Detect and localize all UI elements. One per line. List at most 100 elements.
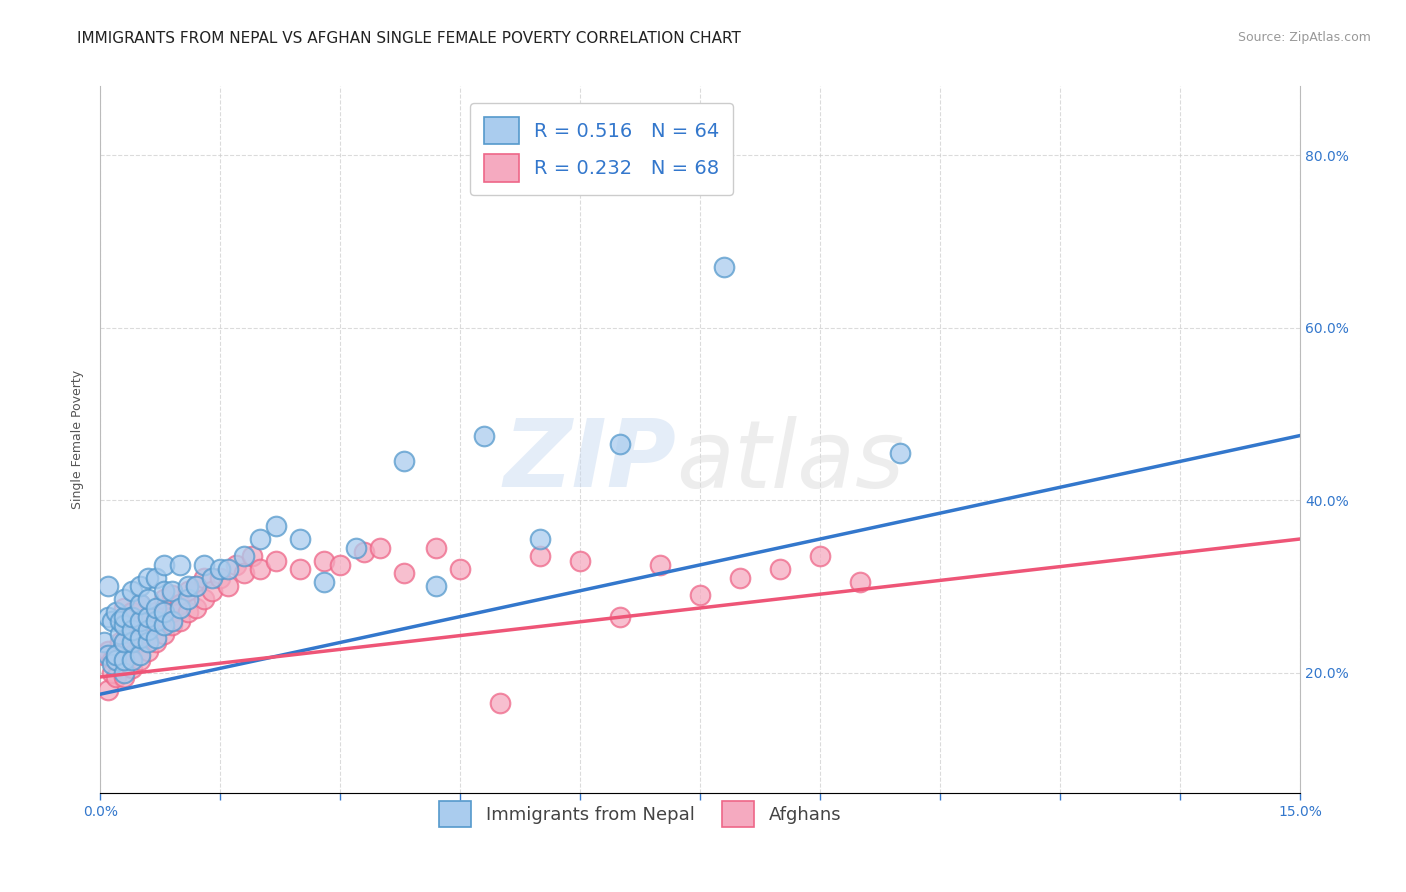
Point	[160, 605, 183, 619]
Point	[136, 571, 159, 585]
Point	[193, 571, 215, 585]
Point	[93, 648, 115, 663]
Point	[153, 558, 176, 572]
Point	[193, 592, 215, 607]
Point	[264, 553, 287, 567]
Point	[136, 627, 159, 641]
Point	[129, 635, 152, 649]
Point	[97, 682, 120, 697]
Point	[609, 609, 631, 624]
Point	[314, 553, 336, 567]
Point	[145, 614, 167, 628]
Point	[145, 601, 167, 615]
Point	[529, 549, 551, 564]
Point	[290, 532, 312, 546]
Point	[169, 601, 191, 615]
Point	[489, 696, 512, 710]
Point	[136, 592, 159, 607]
Point	[121, 609, 143, 624]
Point	[145, 635, 167, 649]
Point	[145, 631, 167, 645]
Point	[392, 566, 415, 581]
Point	[101, 657, 124, 671]
Point	[728, 571, 751, 585]
Point	[169, 558, 191, 572]
Point	[314, 575, 336, 590]
Point	[529, 532, 551, 546]
Point	[129, 614, 152, 628]
Point	[121, 627, 143, 641]
Point	[97, 644, 120, 658]
Point	[112, 665, 135, 680]
Point	[240, 549, 263, 564]
Point	[136, 609, 159, 624]
Point	[129, 648, 152, 663]
Point	[153, 609, 176, 624]
Point	[145, 605, 167, 619]
Point	[112, 635, 135, 649]
Point	[136, 635, 159, 649]
Point	[105, 670, 128, 684]
Point	[209, 571, 232, 585]
Point	[344, 541, 367, 555]
Point	[449, 562, 471, 576]
Point	[177, 592, 200, 607]
Point	[112, 670, 135, 684]
Point	[808, 549, 831, 564]
Point	[97, 579, 120, 593]
Point	[112, 653, 135, 667]
Point	[105, 605, 128, 619]
Point	[112, 618, 135, 632]
Point	[153, 627, 176, 641]
Text: atlas: atlas	[676, 416, 904, 507]
Point	[136, 644, 159, 658]
Point	[153, 592, 176, 607]
Point	[329, 558, 352, 572]
Point	[112, 618, 135, 632]
Point	[97, 648, 120, 663]
Point	[425, 541, 447, 555]
Point	[193, 558, 215, 572]
Point	[177, 583, 200, 598]
Point	[160, 588, 183, 602]
Point	[129, 631, 152, 645]
Point	[129, 579, 152, 593]
Point	[689, 588, 711, 602]
Point	[101, 665, 124, 680]
Point	[129, 653, 152, 667]
Point	[472, 428, 495, 442]
Point	[217, 579, 239, 593]
Point	[186, 579, 208, 593]
Point	[769, 562, 792, 576]
Point	[169, 614, 191, 628]
Point	[249, 562, 271, 576]
Y-axis label: Single Female Poverty: Single Female Poverty	[72, 370, 84, 509]
Point	[121, 648, 143, 663]
Point	[108, 614, 131, 628]
Point	[186, 601, 208, 615]
Point	[249, 532, 271, 546]
Point	[121, 635, 143, 649]
Point	[609, 437, 631, 451]
Point	[112, 653, 135, 667]
Point	[392, 454, 415, 468]
Point	[650, 558, 672, 572]
Point	[201, 571, 224, 585]
Point	[101, 614, 124, 628]
Point	[121, 623, 143, 637]
Point	[233, 549, 256, 564]
Point	[368, 541, 391, 555]
Point	[713, 260, 735, 275]
Point	[101, 653, 124, 667]
Point	[129, 597, 152, 611]
Point	[225, 558, 247, 572]
Point	[145, 618, 167, 632]
Point	[569, 553, 592, 567]
Point	[105, 653, 128, 667]
Point	[129, 618, 152, 632]
Point	[169, 597, 191, 611]
Point	[201, 583, 224, 598]
Point	[145, 571, 167, 585]
Point	[121, 583, 143, 598]
Point	[177, 579, 200, 593]
